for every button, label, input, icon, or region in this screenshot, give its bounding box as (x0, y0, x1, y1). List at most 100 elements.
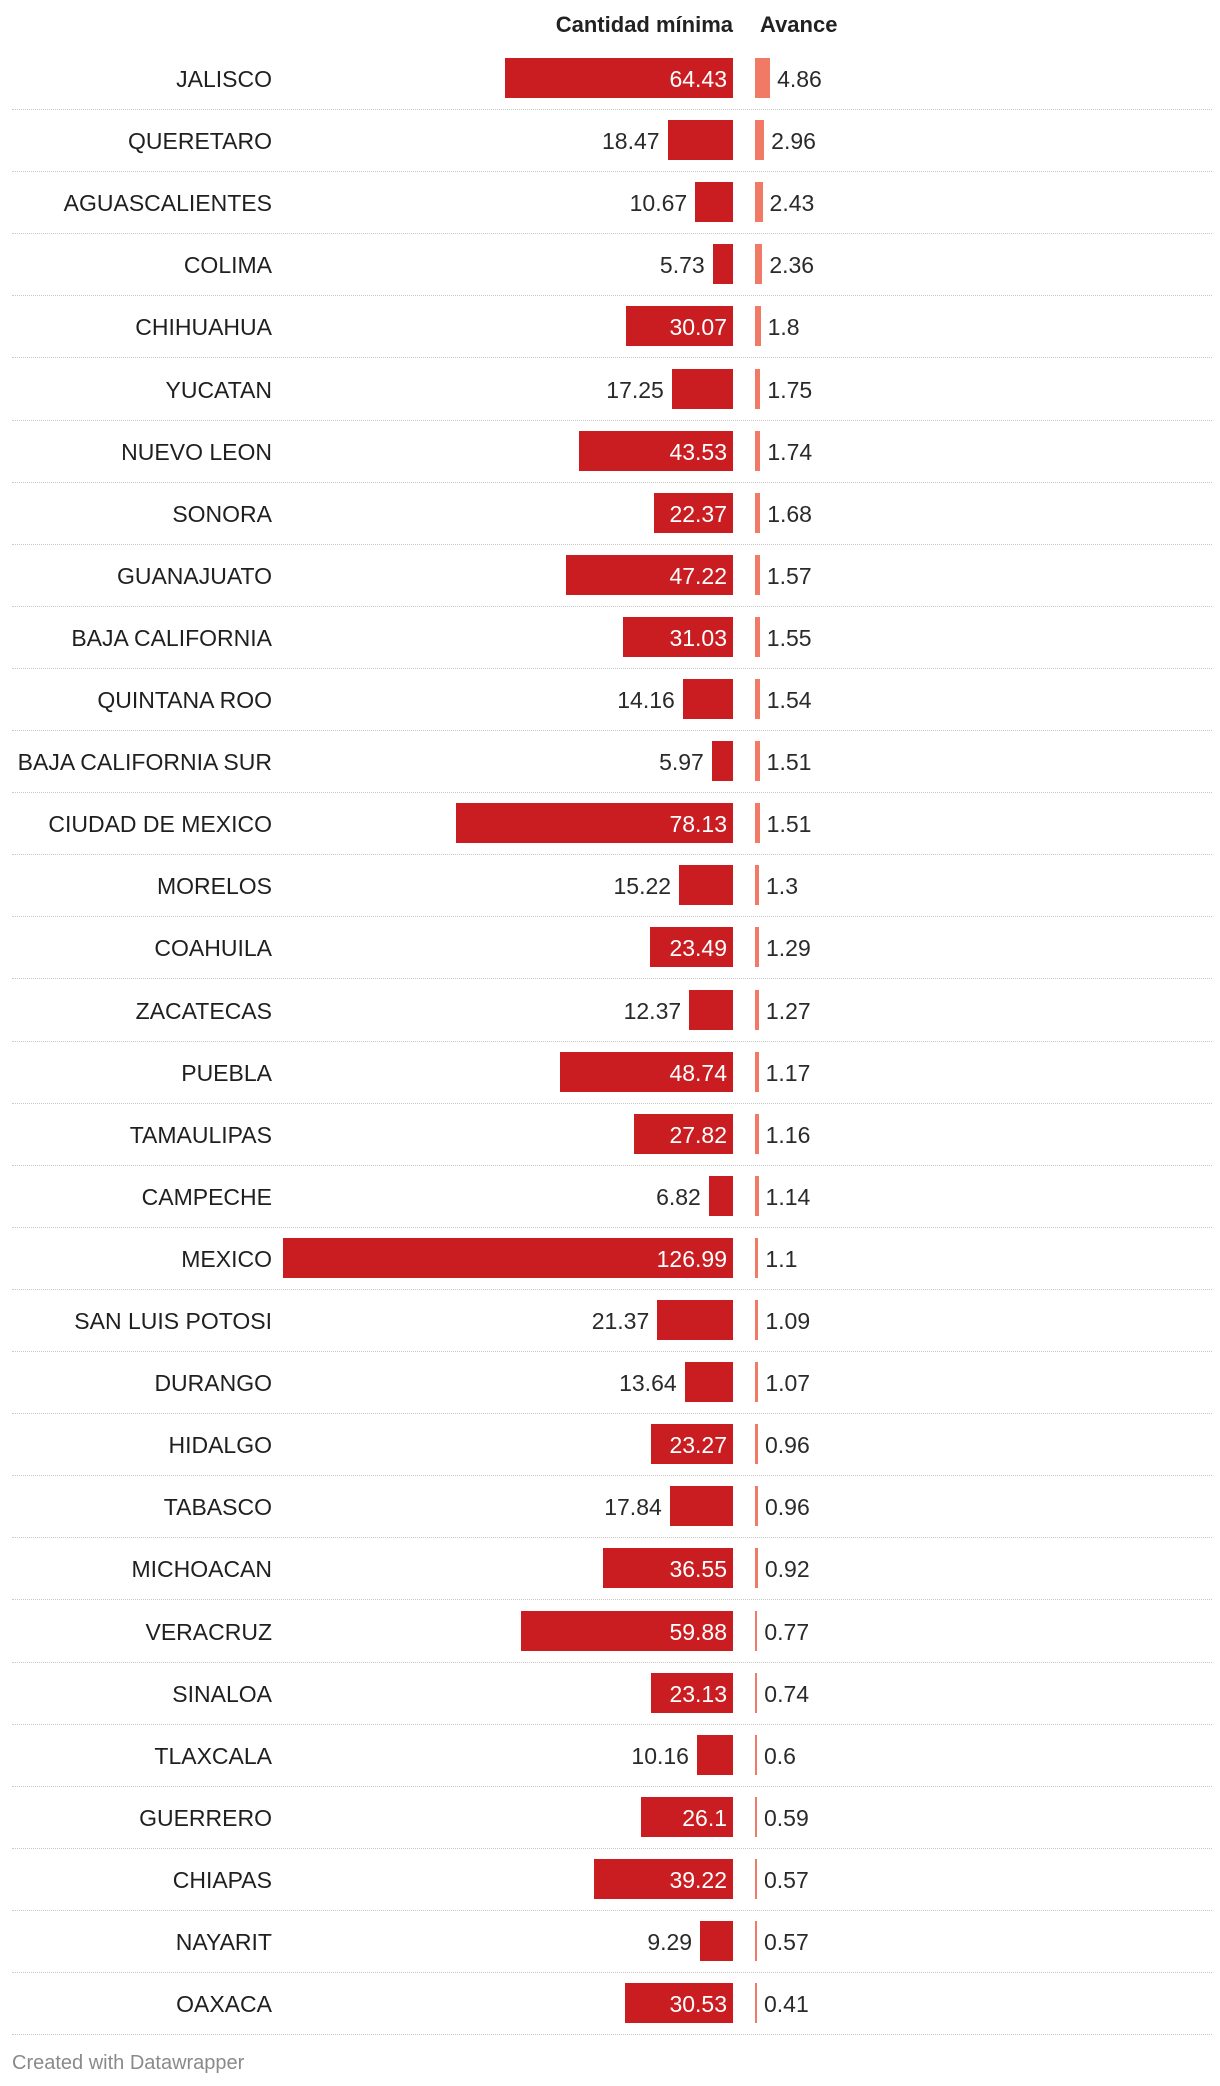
cantidad-value-label: 23.49 (669, 935, 727, 962)
table-row: ZACATECAS 12.37 1.27 (0, 980, 1220, 1042)
avance-value-label: 2.96 (771, 128, 816, 155)
avance-value-label: 1.55 (766, 624, 812, 651)
cantidad-value-label: 43.53 (669, 438, 727, 465)
cantidad-bar (669, 1486, 733, 1527)
table-row: DURANGO 13.64 1.07 (0, 1352, 1220, 1415)
row-label: JALISCO (176, 66, 272, 92)
avance-bar (755, 1734, 757, 1775)
row-divider (12, 543, 1212, 545)
avance-bar (755, 306, 761, 347)
table-row: JALISCO 64.43 4.86 (0, 48, 1220, 110)
cantidad-bar (651, 1672, 733, 1713)
avance-bar (755, 1610, 758, 1651)
row-divider (12, 233, 1212, 235)
row-label: QUERETARO (128, 128, 272, 155)
cantidad-bar (520, 1610, 733, 1651)
cantidad-value-label: 13.64 (619, 1370, 677, 1397)
avance-bar (755, 1486, 758, 1527)
cantidad-value-label: 10.16 (631, 1742, 689, 1769)
cantidad-value-label: 10.67 (629, 190, 688, 217)
table-row: GUERRERO 26.1 0.59 (0, 1787, 1220, 1849)
cantidad-bar (671, 368, 733, 409)
avance-bar (755, 927, 759, 968)
cantidad-value-label: 59.88 (669, 1618, 727, 1645)
avance-bar (755, 741, 760, 782)
row-divider (12, 109, 1212, 110)
row-label: GUERRERO (139, 1804, 272, 1831)
cantidad-bar (657, 1300, 733, 1340)
row-divider (12, 978, 1212, 980)
avance-value-label: 0.57 (764, 1929, 809, 1955)
avance-bar (755, 1362, 759, 1403)
row-divider (12, 419, 1212, 421)
row-label: PUEBLA (181, 1059, 272, 1086)
table-row: MORELOS 15.22 1.3 (0, 855, 1220, 918)
cantidad-bar (565, 554, 733, 595)
cantidad-bar (679, 865, 733, 906)
avance-value-label: 1.16 (765, 1121, 811, 1148)
avance-bar (755, 430, 761, 471)
table-row: CIUDAD DE MEXICO 78.13 1.51 (0, 793, 1220, 856)
row-label: TABASCO (163, 1494, 272, 1521)
avance-value-label: 1.09 (765, 1308, 811, 1334)
row-label: COLIMA (183, 252, 272, 279)
table-row: SINALOA 23.13 0.74 (0, 1663, 1220, 1725)
row-divider (12, 730, 1212, 731)
column-header-avance: Avance (760, 12, 838, 37)
cantidad-value-label: 78.13 (669, 811, 727, 838)
avance-value-label: 0.6 (764, 1742, 796, 1769)
avance-bar (755, 58, 771, 98)
row-divider (12, 1909, 1212, 1911)
table-row: SAN LUIS POTOSI 21.37 1.09 (0, 1290, 1220, 1352)
cantidad-value-label: 14.16 (617, 687, 675, 713)
row-divider (12, 1288, 1212, 1290)
cantidad-bar (578, 430, 733, 471)
avance-value-label: 1.14 (765, 1183, 811, 1210)
cantidad-value-label: 26.1 (682, 1804, 727, 1831)
cantidad-bar (695, 182, 733, 223)
row-divider (12, 1475, 1212, 1477)
avance-bar (755, 1300, 759, 1340)
table-row: VERACRUZ 59.88 0.77 (0, 1601, 1220, 1663)
cantidad-bar (667, 120, 733, 161)
row-label: YUCATAN (165, 376, 273, 403)
row-label: TAMAULIPAS (129, 1121, 272, 1148)
cantidad-value-label: 36.55 (669, 1556, 727, 1583)
avance-bar (755, 1921, 757, 1961)
cantidad-value-label: 47.22 (669, 562, 727, 589)
cantidad-bar (696, 1734, 733, 1775)
cantidad-bar (504, 58, 733, 98)
table-row: AGUASCALIENTES 10.67 2.43 (0, 172, 1220, 235)
avance-bar (755, 1983, 757, 2024)
table-row: MEXICO 126.99 1.1 (0, 1228, 1220, 1290)
row-label: COAHUILA (154, 935, 272, 962)
table-row: BAJA CALIFORNIA SUR 5.97 1.51 (0, 731, 1220, 794)
table-row: OAXACA 30.53 0.41 (0, 1973, 1220, 2036)
cantidad-bar (626, 306, 733, 347)
avance-value-label: 1.68 (767, 500, 812, 527)
avance-value-label: 1.54 (766, 687, 812, 713)
avance-bar (755, 244, 763, 285)
table-row: GUANAJUATO 47.22 1.57 (0, 545, 1220, 607)
avance-bar (755, 492, 761, 533)
cantidad-value-label: 21.37 (591, 1308, 650, 1334)
cantidad-value-label: 126.99 (656, 1245, 727, 1272)
avance-bar (755, 120, 765, 161)
table-row: NAYARIT 9.29 0.57 (0, 1911, 1220, 1973)
avance-value-label: 1.51 (766, 811, 812, 838)
row-label: CHIHUAHUA (135, 314, 272, 341)
avance-bar (755, 1175, 759, 1216)
table-row: CAMPECHE 6.82 1.14 (0, 1166, 1220, 1228)
row-divider (12, 1599, 1212, 1601)
table-row: COAHUILA 23.49 1.29 (0, 917, 1220, 980)
avance-value-label: 0.92 (764, 1556, 810, 1583)
cantidad-bar (682, 679, 733, 719)
avance-bar (755, 1051, 759, 1092)
row-divider (12, 481, 1212, 483)
cantidad-value-label: 30.53 (669, 1991, 727, 2018)
row-label: CHIAPAS (172, 1866, 272, 1893)
row-label: CIUDAD DE MEXICO (48, 811, 272, 838)
column-header-cantidad-minima: Cantidad mínima (555, 12, 733, 37)
avance-bar (755, 554, 760, 595)
row-label: QUINTANA ROO (97, 687, 272, 713)
